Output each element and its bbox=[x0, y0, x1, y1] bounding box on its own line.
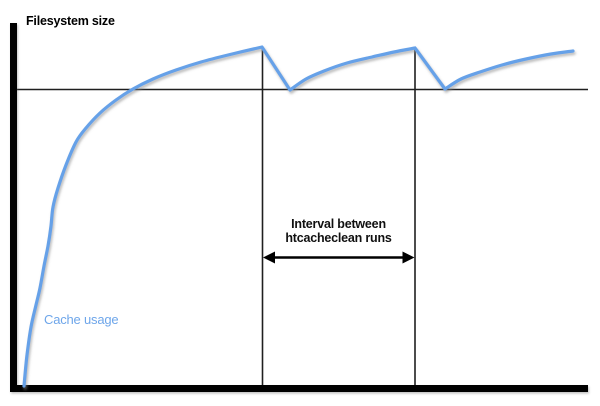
interval-arrow-right-head bbox=[402, 251, 415, 264]
cache-usage-curve bbox=[22, 45, 575, 388]
cache-usage-path bbox=[22, 45, 575, 388]
x-axis bbox=[10, 385, 588, 392]
interval-annotation: Interval between htcacheclean runs bbox=[262, 217, 415, 245]
interval-annotation-line2: htcacheclean runs bbox=[285, 231, 392, 245]
interval-annotation-line1: Interval between bbox=[291, 217, 386, 231]
interval-arrow bbox=[263, 251, 415, 264]
cache-usage-series-label: Cache usage bbox=[44, 312, 119, 327]
filesystem-size-label: Filesystem size bbox=[26, 14, 115, 28]
y-axis bbox=[10, 23, 17, 392]
interval-arrow-left-head bbox=[263, 251, 275, 264]
axes bbox=[10, 23, 588, 392]
